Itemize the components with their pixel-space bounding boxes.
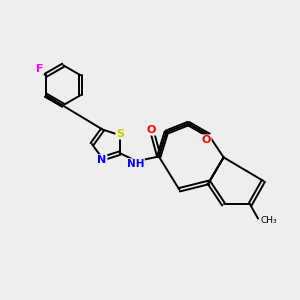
Text: NH: NH [127, 159, 144, 169]
Text: CH₃: CH₃ [260, 216, 277, 225]
Text: S: S [116, 129, 124, 139]
Text: F: F [36, 64, 43, 74]
Text: O: O [201, 135, 211, 145]
Text: N: N [98, 155, 106, 165]
Text: O: O [147, 125, 156, 135]
